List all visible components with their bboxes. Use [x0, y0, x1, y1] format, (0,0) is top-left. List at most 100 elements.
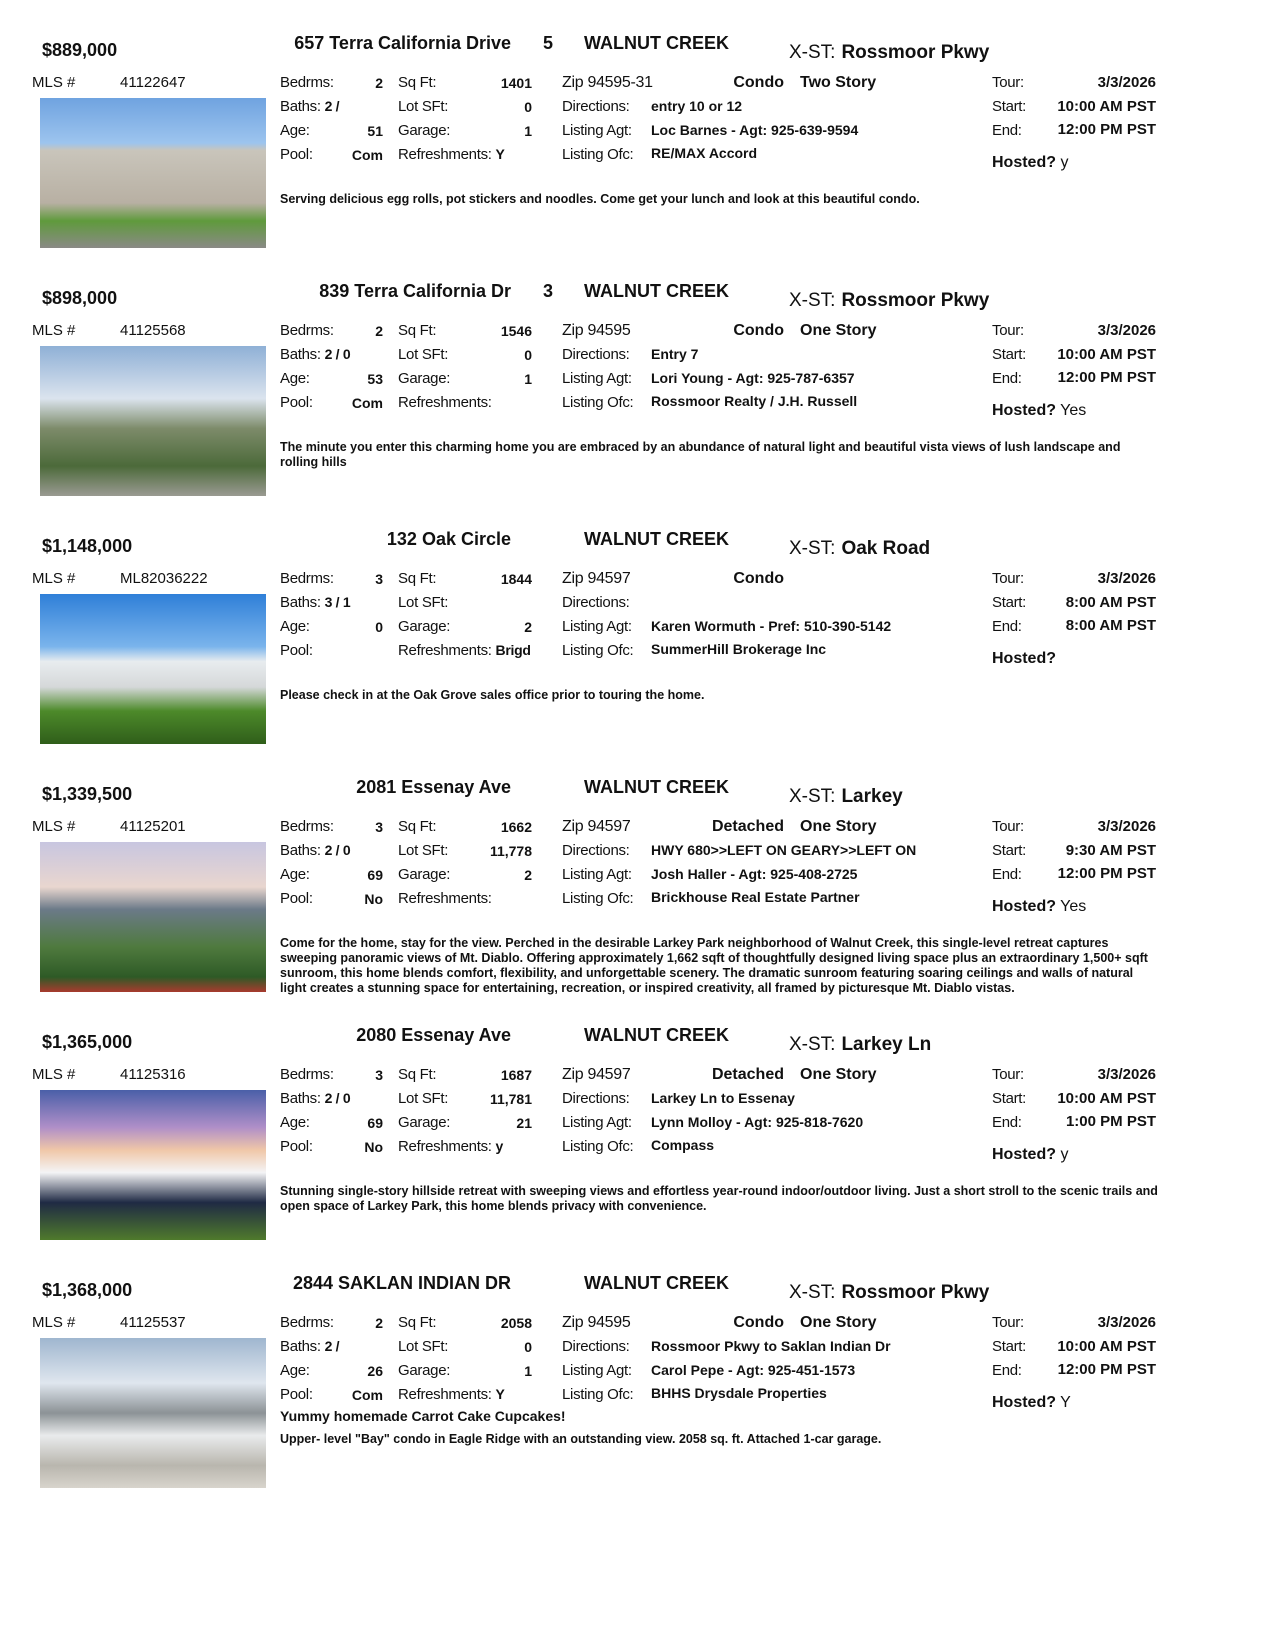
bedrms-label: Bedrms:	[280, 74, 334, 91]
lotsft-value: 11,781	[489, 1091, 532, 1107]
bedrms-label: Bedrms:	[280, 1066, 334, 1083]
mls-number: 41125201	[120, 818, 186, 835]
end-label: End:	[992, 866, 1022, 883]
garage-label: Garage:	[398, 866, 451, 883]
city: WALNUT CREEK	[584, 281, 729, 301]
hosted: Hosted? Yes	[992, 402, 1086, 420]
directions-label: Directions:	[562, 594, 630, 611]
pool-label: Pool:	[280, 1386, 313, 1403]
lotsft-value: 0	[524, 347, 532, 363]
property-style: One Story	[800, 1066, 877, 1083]
refreshments: Refreshments: y	[398, 1138, 503, 1155]
lotsft-label: Lot SFt:	[398, 98, 449, 115]
price: $1,148,000	[42, 536, 133, 556]
directions-value: entry 10 or 12	[651, 98, 743, 114]
refreshments-value: Y	[495, 146, 505, 162]
xst-label: X-ST:	[789, 42, 836, 63]
age-value: 53	[367, 371, 383, 387]
xst-value: Rossmoor Pkwy	[841, 42, 990, 63]
age-label: Age:	[280, 1114, 310, 1131]
property-type: Condo	[733, 322, 784, 339]
office-label: Listing Ofc:	[562, 1386, 634, 1403]
lotsft-value: 0	[524, 99, 532, 115]
cross-street: X-ST: Larkey	[789, 786, 903, 808]
garage-value: 2	[524, 619, 532, 635]
pool-label: Pool:	[280, 146, 313, 163]
agent-label: Listing Agt:	[562, 370, 632, 387]
office-value: Brickhouse Real Estate Partner	[651, 889, 860, 905]
refreshments: Refreshments:	[398, 394, 492, 411]
zip: Zip 94595	[562, 1314, 631, 1332]
zip-label: Zip	[562, 818, 584, 835]
directions-label: Directions:	[562, 98, 630, 115]
zip-value: 94595	[587, 1314, 631, 1331]
sqft-value: 1844	[500, 571, 532, 587]
refreshments: Refreshments: Brigd	[398, 642, 531, 659]
address: 132 Oak Circle	[386, 529, 511, 549]
property-photo	[40, 1090, 266, 1240]
sqft-value: 1687	[500, 1067, 532, 1083]
office-label: Listing Ofc:	[562, 1138, 634, 1155]
zip: Zip 94595-31	[562, 74, 653, 92]
pool-label: Pool:	[280, 1138, 313, 1155]
lotsft-value: 0	[524, 1339, 532, 1355]
hosted-label: Hosted?	[992, 402, 1056, 419]
address: 839 Terra California Dr	[319, 281, 511, 301]
baths-label: Baths:	[280, 1338, 321, 1355]
address: 2080 Essenay Ave	[356, 1025, 511, 1045]
zip-label: Zip	[562, 570, 584, 587]
zip-value: 94597	[587, 570, 631, 587]
xst-value: Rossmoor Pkwy	[841, 1282, 990, 1303]
age-label: Age:	[280, 1362, 310, 1379]
description: Please check in at the Oak Grove sales o…	[280, 688, 705, 702]
property-photo	[40, 842, 266, 992]
property-photo	[40, 98, 266, 248]
description: Serving delicious egg rolls, pot sticker…	[280, 192, 920, 206]
hosted: Hosted? y	[992, 1146, 1068, 1164]
zip: Zip 94597	[562, 1066, 631, 1084]
end-label: End:	[992, 122, 1022, 139]
tour-date: 3/3/2026	[1097, 1066, 1156, 1083]
xst-label: X-ST:	[789, 538, 836, 559]
tour-label: Tour:	[992, 1314, 1024, 1331]
refreshments-label: Refreshments:	[398, 394, 492, 411]
mls-label: MLS #	[32, 818, 76, 835]
garage-value: 21	[516, 1115, 532, 1131]
agent-value: Karen Wormuth - Pref: 510-390-5142	[651, 618, 892, 634]
sqft-label: Sq Ft:	[398, 818, 437, 835]
tour-date: 3/3/2026	[1097, 818, 1156, 835]
pool-label: Pool:	[280, 394, 313, 411]
start-time: 8:00 AM PST	[1065, 594, 1156, 611]
zip-label: Zip	[562, 322, 584, 339]
refreshments-label: Refreshments:	[398, 1138, 492, 1155]
garage-value: 1	[524, 1363, 532, 1379]
lotsft-label: Lot SFt:	[398, 1090, 449, 1107]
lotsft-label: Lot SFt:	[398, 1338, 449, 1355]
refreshments: Refreshments:	[398, 890, 492, 907]
property-type: Detached	[711, 818, 784, 835]
address: 2081 Essenay Ave	[356, 777, 511, 797]
pool-value: No	[364, 1139, 383, 1155]
start-label: Start:	[992, 842, 1027, 859]
baths-value: 2 /	[324, 98, 340, 114]
xst-value: Rossmoor Pkwy	[841, 290, 990, 311]
refreshments-value: Brigd	[495, 642, 531, 658]
bedrms-value: 3	[375, 819, 383, 835]
start-label: Start:	[992, 346, 1027, 363]
hosted-value: y	[1060, 154, 1069, 171]
baths: Baths: 2 / 0	[280, 842, 351, 859]
price: $1,368,000	[42, 1280, 133, 1300]
refreshments-value: y	[495, 1138, 504, 1154]
garage-label: Garage:	[398, 618, 451, 635]
property-style: One Story	[800, 818, 877, 835]
price: $898,000	[42, 288, 118, 308]
pool-label: Pool:	[280, 642, 313, 659]
tour-date: 3/3/2026	[1097, 322, 1156, 339]
bedrms-label: Bedrms:	[280, 818, 334, 835]
city: WALNUT CREEK	[584, 529, 729, 549]
baths-value: 2 / 0	[324, 346, 351, 362]
cross-street: X-ST: Oak Road	[789, 538, 930, 560]
sqft-label: Sq Ft:	[398, 1066, 437, 1083]
garage-value: 1	[524, 371, 532, 387]
